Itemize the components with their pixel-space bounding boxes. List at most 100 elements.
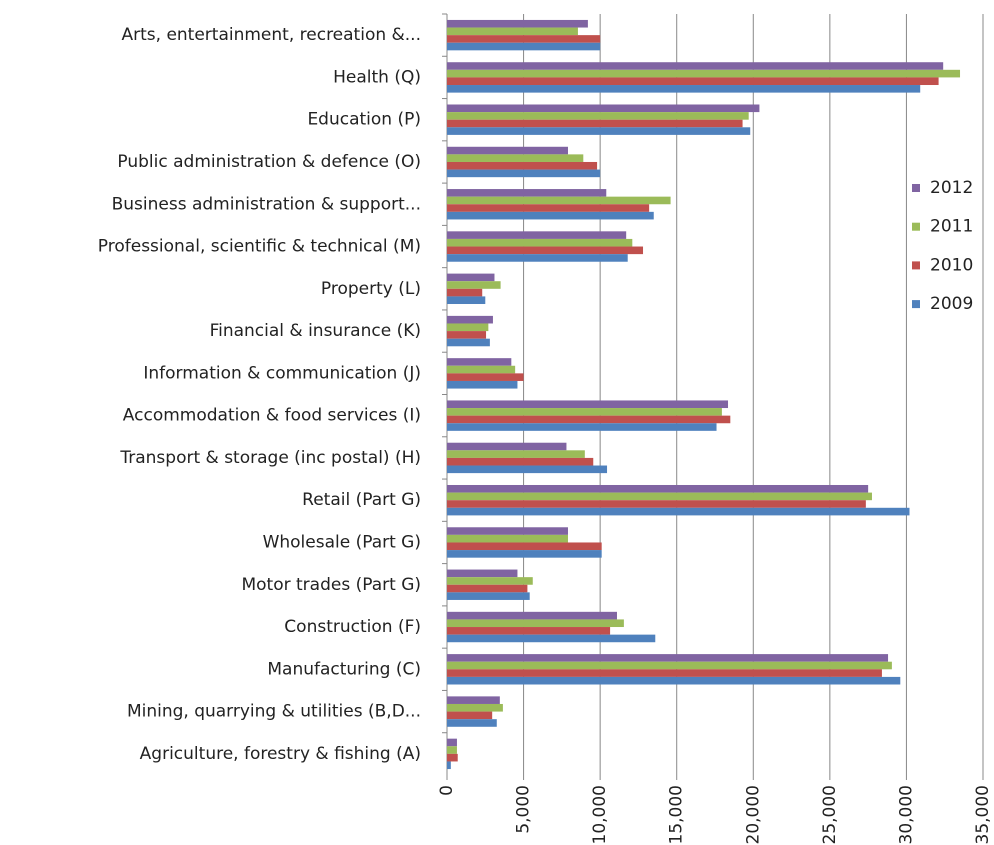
y-tick-label: Transport & storage (inc postal) (H) — [119, 448, 421, 468]
bar — [447, 703, 503, 712]
bar — [447, 42, 601, 51]
bar — [447, 492, 872, 501]
bar — [447, 611, 617, 620]
bar — [447, 584, 528, 593]
y-tick-label: Professional, scientific & technical (M) — [98, 237, 421, 257]
x-tick-label: 0 — [437, 785, 457, 796]
bar — [447, 550, 602, 558]
bar — [447, 711, 493, 720]
bar — [447, 484, 869, 493]
bar — [447, 196, 671, 205]
bar — [447, 338, 490, 347]
bar — [447, 35, 601, 43]
bar — [447, 373, 524, 381]
bar — [447, 415, 731, 424]
bar — [447, 365, 516, 374]
legend-label: 2011 — [930, 217, 973, 237]
bar — [447, 746, 457, 754]
bar — [447, 204, 650, 212]
bar — [447, 654, 889, 662]
bar — [447, 231, 627, 239]
bar — [447, 189, 607, 197]
bar — [447, 676, 901, 685]
bar — [447, 719, 497, 727]
y-tick-label: Construction (F) — [284, 617, 421, 637]
bar — [447, 315, 493, 324]
bar — [447, 161, 598, 170]
bar — [447, 619, 624, 628]
y-tick-label: Information & communication (J) — [143, 363, 421, 383]
bar — [447, 211, 654, 220]
bar — [447, 112, 749, 120]
bar — [447, 592, 530, 600]
legend-label: 2009 — [930, 294, 973, 314]
y-tick-label: Business administration & support... — [112, 194, 421, 214]
bar — [447, 753, 458, 762]
y-tick-label: Education (P) — [307, 110, 421, 130]
bar — [447, 761, 451, 770]
bar — [447, 127, 751, 135]
bar — [447, 696, 500, 704]
bar — [447, 450, 585, 458]
y-tick-label: Arts, entertainment, recreation &... — [122, 25, 422, 45]
bar — [447, 104, 760, 113]
y-tick-label: Accommodation & food services (I) — [123, 406, 421, 426]
y-tick-label: Mining, quarrying & utilities (B,D... — [127, 702, 421, 722]
bar — [447, 273, 495, 282]
bar — [447, 62, 944, 70]
bar — [447, 331, 487, 339]
bar — [447, 296, 486, 305]
bar — [447, 146, 568, 155]
y-tick-label: Manufacturing (C) — [267, 659, 421, 679]
bar — [447, 154, 584, 162]
legend-label: 2010 — [930, 255, 973, 275]
x-tick-label: 35,000 — [973, 785, 993, 844]
bar — [447, 380, 518, 389]
bar — [447, 500, 866, 508]
x-tick-label: 20,000 — [743, 785, 763, 844]
bar — [447, 27, 578, 36]
bar — [447, 457, 594, 466]
legend-swatch — [912, 261, 920, 270]
y-tick-label: Agriculture, forestry & fishing (A) — [140, 744, 421, 764]
bar — [447, 169, 601, 178]
bar — [447, 577, 533, 585]
bar — [447, 119, 743, 128]
legend-swatch — [912, 184, 920, 192]
bar — [447, 246, 644, 255]
legend-swatch — [912, 222, 920, 231]
bar — [447, 358, 512, 366]
bar — [447, 627, 611, 635]
x-tick-label: 30,000 — [896, 785, 916, 844]
y-tick-label: Financial & insurance (K) — [210, 321, 421, 341]
bar — [447, 69, 961, 78]
x-tick-label: 5,000 — [514, 785, 534, 834]
bar — [447, 569, 518, 578]
bar — [447, 527, 568, 535]
bar — [447, 77, 939, 86]
bar — [447, 442, 567, 451]
y-tick-label: Health (Q) — [333, 67, 421, 87]
bar — [447, 254, 628, 262]
bar — [447, 408, 722, 416]
bar — [447, 19, 588, 28]
x-tick-label: 10,000 — [590, 785, 610, 844]
bar — [447, 507, 910, 516]
bar — [447, 423, 717, 431]
y-tick-label: Retail (Part G) — [302, 490, 421, 510]
y-tick-label: Property (L) — [321, 279, 421, 299]
bar — [447, 85, 921, 93]
bar — [447, 323, 489, 332]
bar — [447, 661, 892, 670]
bar — [447, 465, 608, 474]
x-tick-label: 15,000 — [667, 785, 687, 844]
bar — [447, 542, 602, 551]
legend-swatch — [912, 300, 920, 309]
bar — [447, 738, 457, 747]
y-tick-label: Public administration & defence (O) — [117, 152, 421, 172]
legend-label: 2012 — [930, 178, 973, 198]
y-tick-label: Wholesale (Part G) — [263, 532, 421, 552]
y-tick-label: Motor trades (Part G) — [241, 575, 421, 595]
bar — [447, 288, 483, 297]
